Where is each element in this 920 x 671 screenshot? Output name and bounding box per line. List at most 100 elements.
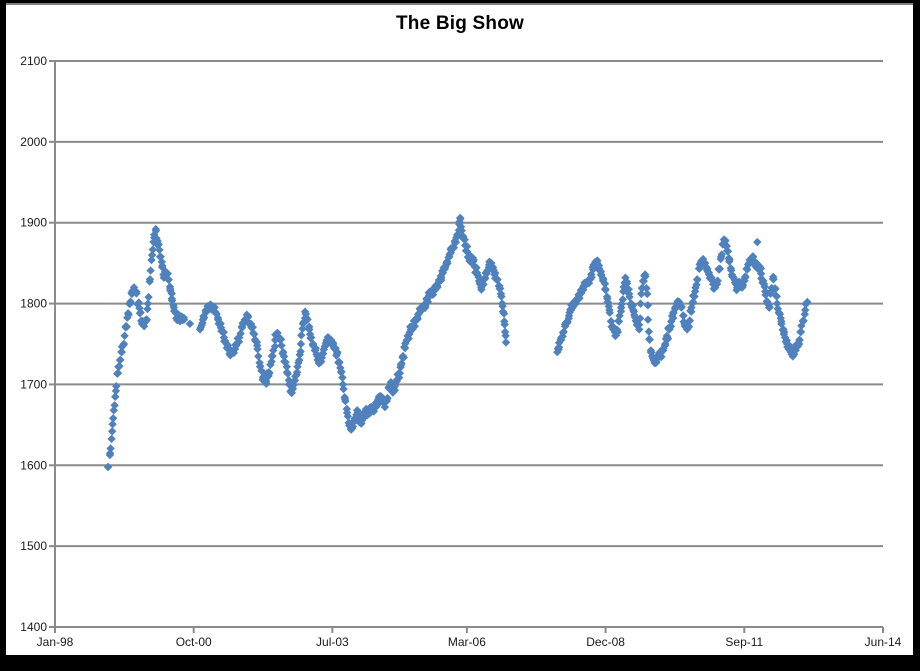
- data-point: [671, 302, 680, 311]
- data-point: [655, 348, 664, 357]
- data-point: [605, 308, 614, 317]
- data-point: [167, 289, 176, 298]
- data-point: [554, 343, 564, 352]
- data-point: [780, 327, 789, 337]
- data-point: [635, 325, 644, 334]
- data-point: [628, 301, 638, 310]
- data-point: [145, 275, 155, 284]
- data-point: [645, 335, 654, 344]
- data-point: [155, 245, 164, 255]
- data-point: [122, 322, 131, 331]
- data-point: [248, 323, 257, 332]
- data-point: [803, 297, 812, 307]
- data-point: [692, 280, 701, 289]
- data-point: [276, 335, 286, 344]
- x-axis-tick-marks: [54, 627, 884, 633]
- data-point: [684, 322, 694, 331]
- data-point: [254, 352, 263, 361]
- data-point: [109, 406, 118, 415]
- data-point: [715, 264, 725, 273]
- data-point: [668, 313, 678, 323]
- data-point: [132, 289, 141, 298]
- data-point: [679, 311, 688, 320]
- data-point: [158, 261, 167, 270]
- data-point: [636, 314, 645, 323]
- data-point: [341, 396, 350, 406]
- data-point: [625, 292, 634, 302]
- data-point: [250, 330, 259, 339]
- data-point: [500, 320, 509, 329]
- data-point: [614, 317, 624, 326]
- data-point: [639, 276, 648, 286]
- data-point: [303, 315, 312, 324]
- data-point: [298, 324, 307, 333]
- data-point: [644, 327, 654, 336]
- data-point: [609, 323, 618, 332]
- data-point: [719, 239, 728, 248]
- data-point: [147, 250, 157, 260]
- y-axis-label: 2000: [20, 135, 47, 149]
- data-point: [790, 350, 799, 359]
- data-point: [105, 449, 115, 458]
- data-point: [634, 320, 644, 329]
- data-point: [283, 369, 292, 378]
- data-point: [337, 367, 346, 376]
- data-point: [460, 235, 469, 244]
- data-point: [794, 339, 804, 349]
- data-point: [462, 242, 472, 251]
- data-point: [800, 310, 809, 319]
- data-point: [772, 299, 782, 308]
- data-point: [306, 333, 316, 342]
- data-point: [615, 311, 624, 320]
- data-point: [753, 237, 762, 247]
- data-point: [785, 342, 795, 351]
- data-point: [270, 342, 280, 351]
- data-point: [599, 275, 608, 284]
- data-point: [636, 299, 645, 308]
- data-point: [717, 250, 726, 259]
- x-axis-label: Oct-00: [176, 635, 212, 649]
- data-point: [109, 414, 118, 423]
- data-point: [185, 319, 195, 328]
- data-point: [637, 289, 646, 299]
- data-point: [142, 315, 152, 324]
- data-point: [490, 268, 500, 277]
- y-gridlines: [55, 60, 883, 628]
- data-point: [769, 275, 778, 284]
- data-point: [108, 420, 117, 429]
- data-point: [757, 274, 766, 283]
- data-point: [113, 368, 123, 378]
- data-point: [558, 332, 567, 341]
- data-point: [497, 292, 506, 301]
- data-point: [146, 266, 155, 275]
- data-point: [554, 338, 564, 347]
- data-point: [265, 368, 274, 378]
- data-point: [236, 329, 245, 338]
- data-point: [136, 308, 145, 317]
- data-point: [124, 310, 133, 319]
- data-point: [164, 275, 173, 284]
- data-point: [498, 302, 507, 311]
- data-point: [735, 277, 744, 286]
- data-point: [103, 462, 113, 472]
- data-point: [117, 347, 126, 357]
- data-point: [666, 322, 676, 331]
- data-point: [399, 353, 408, 362]
- y-axis-label: 1500: [20, 539, 47, 553]
- data-point: [761, 290, 770, 300]
- data-point: [268, 351, 277, 361]
- data-point: [262, 379, 271, 388]
- data-point: [642, 284, 651, 293]
- data-point: [772, 292, 781, 301]
- data-point: [801, 305, 810, 315]
- data-point: [383, 393, 392, 403]
- data-point: [149, 237, 158, 247]
- data-point: [311, 344, 320, 353]
- data-point: [618, 295, 627, 304]
- y-axis-label: 1400: [20, 620, 47, 634]
- data-point: [748, 252, 758, 261]
- data-point: [587, 273, 596, 282]
- data-point: [234, 337, 244, 346]
- x-axis-label: Sep-11: [725, 635, 763, 649]
- data-point: [297, 331, 306, 340]
